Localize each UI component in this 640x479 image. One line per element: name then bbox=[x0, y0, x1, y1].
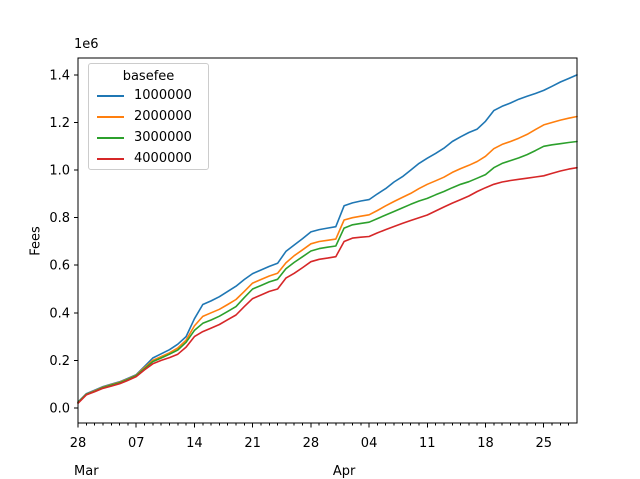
y-tick-label: 1.4 bbox=[49, 68, 70, 83]
y-tick-label: 0.6 bbox=[49, 259, 70, 274]
series-line-4000000 bbox=[77, 166, 578, 405]
legend-line-swatch bbox=[97, 136, 124, 139]
y-tick-label: 1.2 bbox=[49, 116, 70, 131]
legend-line-swatch bbox=[97, 115, 124, 118]
series-line-2000000 bbox=[77, 115, 578, 404]
x-tick-label: 14 bbox=[186, 436, 203, 451]
y-axis-label: Fees bbox=[28, 226, 44, 256]
legend-title: basefee bbox=[122, 69, 175, 84]
legend-entry-label: 1000000 bbox=[134, 88, 192, 103]
x-month-label: Apr bbox=[333, 464, 356, 479]
legend-entry: 1000000 bbox=[89, 85, 208, 106]
y-tick-label: 0.8 bbox=[49, 211, 70, 226]
y-tick-label: 0.2 bbox=[49, 354, 70, 369]
y-axis-offset-text: 1e6 bbox=[74, 37, 99, 52]
legend-box: basefee 1000000 2000000 3000000 4000000 bbox=[88, 63, 209, 170]
x-tick-label: 11 bbox=[419, 436, 436, 451]
x-month-label: Mar bbox=[74, 464, 99, 479]
y-tick-label: 0.0 bbox=[49, 402, 70, 417]
x-tick-label: 25 bbox=[535, 436, 552, 451]
series-line-3000000 bbox=[77, 140, 578, 404]
legend-line-swatch bbox=[97, 157, 124, 160]
x-tick-label: 04 bbox=[361, 436, 378, 451]
x-tick-label: 28 bbox=[303, 436, 320, 451]
x-tick-label: 18 bbox=[477, 436, 494, 451]
legend-entry-label: 3000000 bbox=[134, 130, 192, 145]
legend-entry: 3000000 bbox=[89, 127, 208, 148]
y-tick-label: 0.4 bbox=[49, 306, 70, 321]
legend-line-swatch bbox=[97, 94, 124, 97]
legend-entries: 1000000 2000000 3000000 4000000 bbox=[89, 85, 208, 169]
legend-entry: 4000000 bbox=[89, 148, 208, 169]
x-tick-label: 28 bbox=[70, 436, 87, 451]
legend-entry-label: 2000000 bbox=[134, 109, 192, 124]
y-tick-label: 1.0 bbox=[49, 164, 70, 179]
series-line-1000000 bbox=[77, 74, 578, 403]
legend-entry: 2000000 bbox=[89, 106, 208, 127]
legend-entry-label: 4000000 bbox=[134, 151, 192, 166]
x-tick-label: 07 bbox=[128, 436, 145, 451]
x-tick-label: 21 bbox=[244, 436, 261, 451]
